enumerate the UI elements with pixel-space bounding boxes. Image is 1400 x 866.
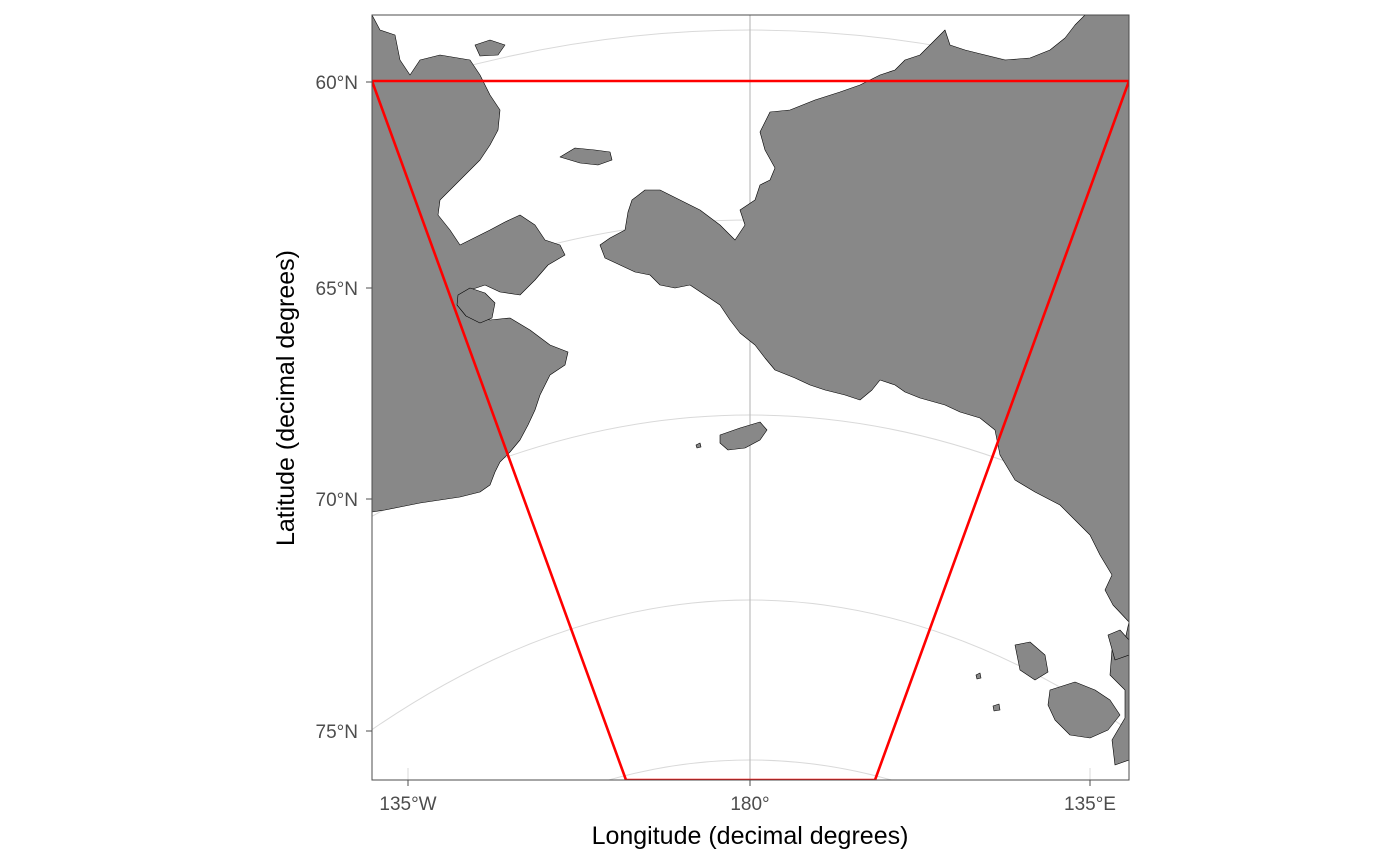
- land-new-siberian-islands: [1047, 681, 1121, 739]
- land-wrangel-island: [719, 421, 768, 451]
- land-island-east-1: [1014, 641, 1049, 681]
- land-chukotka: [599, 15, 1129, 766]
- land-island-east-3: [975, 672, 982, 680]
- land-nunivak-region: [456, 287, 496, 324]
- y-tick-label: 70°N: [316, 490, 358, 511]
- x-axis-title: Longitude (decimal degrees): [592, 822, 909, 850]
- land-island-bering-north: [474, 39, 506, 57]
- map-panel: [372, 15, 1129, 780]
- x-tick-label: 180°: [730, 794, 769, 815]
- land-alaska: [372, 15, 569, 513]
- x-tick-label: 135°E: [1064, 794, 1116, 815]
- land-island-east-4: [992, 703, 1001, 712]
- y-tick-label: 75°N: [316, 722, 358, 743]
- bounding-box-outline: [372, 79, 1129, 780]
- x-axis: [407, 780, 1091, 786]
- x-tick-label: 135°W: [379, 794, 436, 815]
- y-tick-label: 65°N: [316, 279, 358, 300]
- y-tick-label: 60°N: [316, 73, 358, 94]
- y-axis-title: Latitude (decimal degrees): [272, 250, 300, 546]
- land-herald-island: [695, 442, 702, 449]
- y-axis: [366, 81, 372, 732]
- land: [372, 15, 1129, 766]
- land-island-east-2: [1107, 629, 1129, 661]
- land-st-lawrence-island: [559, 147, 613, 166]
